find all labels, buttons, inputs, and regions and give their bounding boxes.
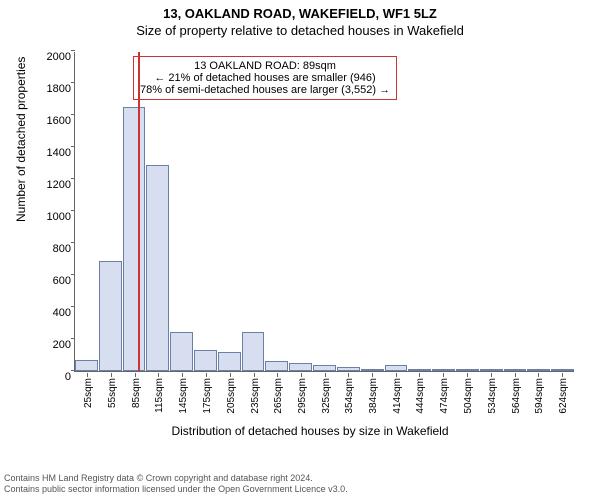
- x-tick-label: 235sqm: [250, 378, 261, 414]
- x-tick-mark: [491, 373, 492, 377]
- x-tick-mark: [111, 373, 112, 377]
- x-tick-mark: [206, 373, 207, 377]
- x-tick-mark: [135, 373, 136, 377]
- x-tick-label: 55sqm: [107, 378, 118, 408]
- x-tick-label: 205sqm: [226, 378, 237, 414]
- x-tick-label: 115sqm: [154, 378, 165, 413]
- histogram-bar: [242, 332, 265, 371]
- histogram-bar: [170, 332, 193, 371]
- histogram-bar: [527, 369, 550, 371]
- y-tick-label: 1200: [35, 179, 71, 191]
- y-tick-label: 200: [35, 339, 71, 351]
- x-tick-mark: [515, 373, 516, 377]
- footer-line2: Contains public sector information licen…: [4, 484, 348, 496]
- y-tick-label: 600: [35, 275, 71, 287]
- x-tick-label: 624sqm: [558, 378, 569, 414]
- histogram-bar: [265, 361, 288, 371]
- y-tick-mark: [71, 82, 75, 83]
- x-tick-label: 265sqm: [273, 378, 284, 414]
- histogram-bar: [432, 369, 455, 371]
- y-tick-label: 800: [35, 243, 71, 255]
- y-tick-mark: [71, 114, 75, 115]
- y-tick-mark: [71, 338, 75, 339]
- y-tick-label: 1400: [35, 147, 71, 159]
- x-tick-mark: [182, 373, 183, 377]
- histogram-bar: [551, 369, 574, 371]
- x-tick-label: 534sqm: [487, 378, 498, 414]
- y-tick-label: 1600: [35, 115, 71, 127]
- x-tick-label: 25sqm: [83, 378, 94, 408]
- x-tick-label: 325sqm: [321, 378, 332, 414]
- footer-attribution: Contains HM Land Registry data © Crown c…: [4, 473, 348, 496]
- x-tick-mark: [277, 373, 278, 377]
- y-tick-mark: [71, 242, 75, 243]
- x-tick-label: 295sqm: [297, 378, 308, 414]
- y-tick-mark: [71, 50, 75, 51]
- x-tick-mark: [467, 373, 468, 377]
- annotation-line3: 78% of semi-detached houses are larger (…: [140, 84, 390, 96]
- x-tick-mark: [87, 373, 88, 377]
- x-tick-mark: [301, 373, 302, 377]
- chart-container: Number of detached properties 13 OAKLAND…: [30, 42, 590, 432]
- x-tick-mark: [538, 373, 539, 377]
- x-tick-mark: [562, 373, 563, 377]
- x-tick-label: 85sqm: [131, 378, 142, 408]
- x-tick-label: 504sqm: [463, 378, 474, 414]
- histogram-bar: [218, 352, 241, 371]
- histogram-bar: [75, 360, 98, 371]
- x-tick-label: 474sqm: [439, 378, 450, 414]
- y-tick-label: 400: [35, 307, 71, 319]
- x-tick-label: 354sqm: [344, 378, 355, 414]
- x-tick-mark: [158, 373, 159, 377]
- x-tick-mark: [396, 373, 397, 377]
- x-tick-mark: [372, 373, 373, 377]
- histogram-bar: [408, 369, 431, 371]
- marker-line: [138, 52, 140, 371]
- y-tick-label: 1000: [35, 211, 71, 223]
- histogram-bar: [313, 365, 336, 371]
- x-tick-mark: [443, 373, 444, 377]
- histogram-bar: [123, 107, 146, 371]
- plot-area: 13 OAKLAND ROAD: 89sqm ← 21% of detached…: [74, 52, 574, 372]
- histogram-bar: [99, 261, 122, 371]
- histogram-bar: [289, 363, 312, 371]
- x-tick-label: 145sqm: [178, 378, 189, 414]
- x-tick-mark: [230, 373, 231, 377]
- y-tick-mark: [71, 274, 75, 275]
- annotation-line2: ← 21% of detached houses are smaller (94…: [140, 72, 390, 84]
- x-tick-mark: [348, 373, 349, 377]
- y-tick-mark: [71, 178, 75, 179]
- y-tick-mark: [71, 306, 75, 307]
- x-tick-mark: [419, 373, 420, 377]
- y-tick-label: 1800: [35, 83, 71, 95]
- annotation-box: 13 OAKLAND ROAD: 89sqm ← 21% of detached…: [133, 56, 397, 100]
- x-tick-label: 444sqm: [415, 378, 426, 414]
- x-tick-label: 175sqm: [202, 378, 213, 414]
- x-axis-label: Distribution of detached houses by size …: [30, 424, 590, 438]
- histogram-bar: [456, 369, 479, 371]
- annotation-line1: 13 OAKLAND ROAD: 89sqm: [140, 60, 390, 72]
- histogram-bar: [480, 369, 503, 371]
- footer-line1: Contains HM Land Registry data © Crown c…: [4, 473, 348, 485]
- histogram-bar: [194, 350, 217, 371]
- x-tick-mark: [254, 373, 255, 377]
- x-tick-mark: [325, 373, 326, 377]
- y-tick-label: 0: [35, 371, 71, 383]
- x-tick-label: 564sqm: [511, 378, 522, 414]
- y-tick-mark: [71, 210, 75, 211]
- x-tick-label: 594sqm: [534, 378, 545, 414]
- page-title: 13, OAKLAND ROAD, WAKEFIELD, WF1 5LZ: [0, 0, 600, 21]
- histogram-bar: [361, 369, 384, 371]
- y-axis-label: Number of detached properties: [14, 57, 28, 222]
- histogram-bar: [337, 367, 360, 371]
- y-tick-label: 2000: [35, 51, 71, 63]
- x-tick-label: 384sqm: [368, 378, 379, 414]
- histogram-bar: [385, 365, 408, 371]
- x-tick-label: 414sqm: [392, 378, 403, 414]
- y-tick-mark: [71, 146, 75, 147]
- histogram-bar: [146, 165, 169, 371]
- histogram-bar: [504, 369, 527, 371]
- page-subtitle: Size of property relative to detached ho…: [0, 21, 600, 38]
